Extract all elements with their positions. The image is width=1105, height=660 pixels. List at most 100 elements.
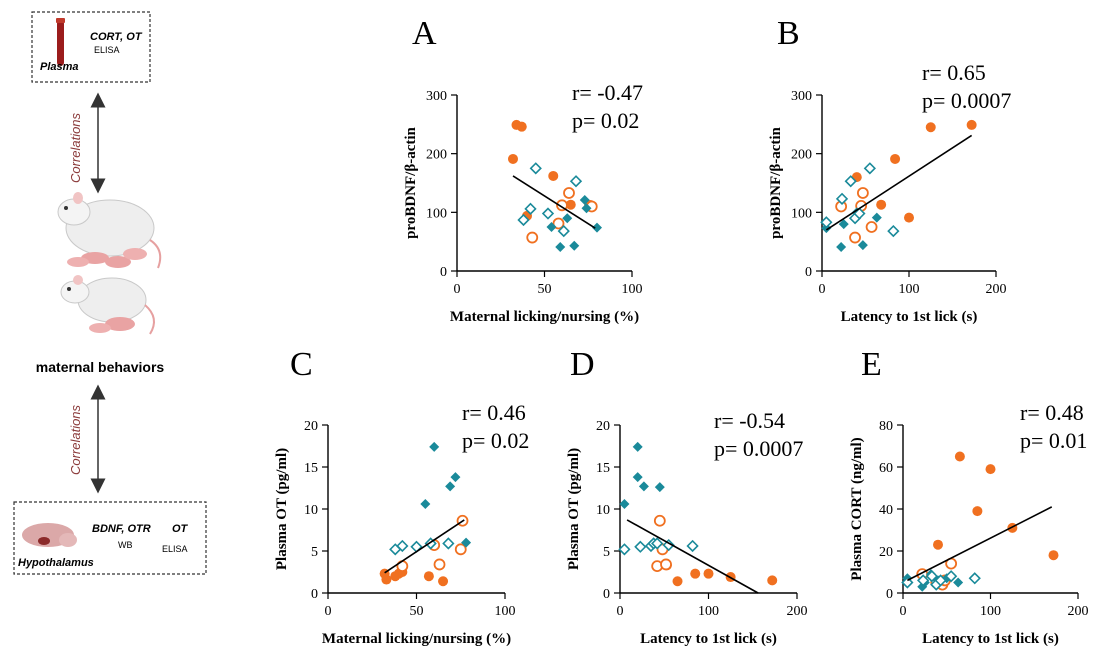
- y-axis-label: Plasma OT (pg/ml): [566, 448, 582, 570]
- x-tick-label: 50: [410, 604, 424, 619]
- x-tick-label: 100: [980, 604, 1001, 619]
- data-point-open-diamond: [686, 539, 699, 553]
- data-point-open-diamond: [844, 175, 857, 188]
- data-point-filled-circle: [690, 568, 701, 579]
- data-point-filled-diamond: [871, 212, 882, 223]
- data-point-open-circle: [526, 231, 539, 244]
- x-tick-label: 100: [698, 604, 719, 619]
- y-tick-label: 0: [805, 265, 812, 280]
- hypothalamus-method-1: WB: [118, 540, 133, 550]
- panel-letter: A: [412, 15, 437, 52]
- r-value-label: r= -0.54: [714, 408, 785, 433]
- data-point-open-diamond: [634, 540, 647, 553]
- p-value-label: p= 0.02: [572, 108, 639, 133]
- regression-line: [626, 519, 759, 594]
- x-tick-label: 50: [538, 282, 552, 297]
- y-tick-label: 200: [426, 148, 447, 163]
- x-tick-label: 0: [454, 282, 461, 297]
- r-value-label: r= 0.48: [1020, 400, 1084, 425]
- data-point-filled-circle: [438, 576, 449, 587]
- data-point-filled-diamond: [857, 240, 868, 251]
- data-point-filled-circle: [565, 199, 576, 210]
- data-point-filled-diamond: [592, 222, 602, 233]
- panel-c: C 0 50 100 0 5 10 15 20 Maternal licking/nursing …: [274, 346, 529, 647]
- panel-letter: C: [290, 346, 313, 383]
- y-tick-label: 80: [879, 419, 893, 434]
- p-value-label: p= 0.01: [1020, 428, 1087, 453]
- r-value-label: r= 0.46: [462, 400, 526, 425]
- regression-line: [512, 175, 596, 229]
- data-point-filled-diamond: [562, 213, 573, 224]
- y-axis-label: Plasma OT (pg/ml): [274, 448, 290, 570]
- data-point-open-diamond: [618, 543, 631, 556]
- plasma-box: [31, 11, 151, 83]
- y-tick-label: 300: [426, 89, 447, 104]
- data-point-open-circle: [849, 231, 861, 244]
- data-point-filled-diamond: [654, 482, 665, 493]
- data-point-filled-circle: [966, 119, 977, 130]
- maternal-behaviors-label: maternal behaviors: [36, 359, 165, 375]
- x-tick-label: 100: [622, 282, 643, 297]
- x-tick-label: 200: [1068, 604, 1089, 619]
- data-point-filled-circle: [904, 212, 914, 223]
- data-point-filled-circle: [925, 122, 936, 133]
- data-point-filled-circle: [972, 506, 983, 517]
- data-point-filled-circle: [423, 571, 434, 582]
- data-point-filled-diamond: [581, 203, 592, 214]
- y-tick-label: 300: [791, 89, 812, 104]
- data-point-filled-diamond: [450, 472, 461, 483]
- y-axis-label: Plasma CORT (ng/ml): [849, 437, 865, 580]
- x-tick-label: 0: [900, 604, 907, 619]
- data-point-open-diamond: [651, 537, 664, 550]
- correlations-label-top: Correlations: [68, 112, 83, 183]
- data-point-filled-circle: [548, 170, 559, 181]
- data-point-filled-circle: [1048, 550, 1059, 561]
- data-point-filled-circle: [933, 539, 943, 550]
- y-tick-label: 20: [304, 419, 318, 434]
- data-point-open-circle: [433, 558, 446, 571]
- data-point-filled-diamond: [579, 195, 590, 206]
- y-tick-label: 10: [304, 503, 318, 518]
- data-point-open-diamond: [541, 207, 555, 220]
- y-tick-label: 5: [603, 545, 610, 560]
- data-point-open-diamond: [442, 537, 455, 550]
- y-tick-label: 0: [886, 587, 893, 602]
- y-tick-label: 100: [791, 206, 812, 221]
- y-tick-label: 0: [311, 587, 318, 602]
- y-tick-label: 60: [879, 461, 893, 476]
- x-axis-label: Latency to 1st lick (s): [640, 631, 777, 647]
- data-point-filled-circle: [381, 574, 392, 585]
- regression-line: [907, 506, 1053, 582]
- data-point-filled-circle: [876, 199, 887, 210]
- regression-line: [384, 519, 465, 574]
- hypothalamus-assay-1: BDNF, OTR: [92, 523, 151, 535]
- x-tick-label: 0: [325, 604, 332, 619]
- data-point-open-diamond: [517, 213, 530, 227]
- data-point-open-diamond: [835, 192, 849, 205]
- plasma-assay-label: CORT, OT: [90, 31, 143, 43]
- data-point-filled-circle: [985, 464, 996, 475]
- plasma-method-label: ELISA: [94, 45, 120, 55]
- data-point-filled-diamond: [619, 498, 630, 509]
- panel-e: E 0 100 200 0 20 40 60 80 Latency to 1st lick (s)…: [849, 346, 1089, 647]
- x-tick-label: 200: [787, 604, 808, 619]
- x-tick-label: 0: [819, 282, 826, 297]
- data-point-open-diamond: [934, 574, 947, 587]
- data-point-filled-circle: [516, 121, 527, 132]
- hypothalamus-sample-label: Hypothalamus: [18, 557, 94, 569]
- data-point-filled-diamond: [838, 219, 849, 230]
- brain-icon: [22, 523, 77, 547]
- data-point-open-circle: [454, 543, 467, 556]
- panel-a: A 0 50 100 0 100 200 300 Maternal licking/nursin…: [403, 15, 643, 325]
- x-tick-label: 0: [617, 604, 624, 619]
- y-tick-label: 5: [311, 545, 318, 560]
- rat-licking-pups-icon: [60, 275, 155, 335]
- plasma-sample-label: Plasma: [40, 61, 79, 73]
- data-point-filled-circle: [954, 451, 965, 462]
- data-point-filled-diamond: [836, 241, 847, 252]
- data-point-filled-diamond: [638, 481, 649, 492]
- y-tick-label: 20: [596, 419, 610, 434]
- x-tick-label: 200: [986, 282, 1007, 297]
- data-point-open-circle: [563, 187, 575, 199]
